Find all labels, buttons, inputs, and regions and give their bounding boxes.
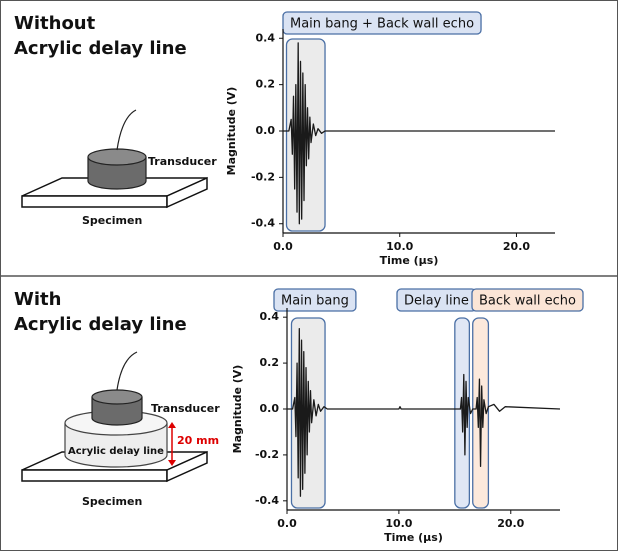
heading: Acrylic delay line	[14, 314, 187, 335]
annotation-label: Main bang + Back wall echo	[290, 17, 474, 32]
specimen-label: Specimen	[82, 495, 142, 508]
specimen-label: Specimen	[82, 214, 142, 227]
annotation-box	[471, 288, 584, 312]
y-tick-label: -0.4	[255, 494, 279, 507]
heading: Without	[14, 13, 96, 34]
annotation-region	[472, 317, 490, 509]
transducer	[91, 351, 143, 426]
transducer-label: Transducer	[148, 155, 217, 168]
y-tick-label: 0.4	[256, 31, 276, 44]
thickness-arrow	[168, 422, 176, 466]
heading: With	[14, 289, 61, 310]
y-tick-label: 0.0	[256, 124, 276, 137]
x-tick-label: 0.0	[277, 517, 297, 530]
y-axis-title: Magnitude (V)	[225, 87, 238, 176]
delay-line-label: Acrylic delay line	[68, 446, 164, 457]
heading: Acrylic delay line	[14, 38, 187, 59]
x-tick-label: 20.0	[503, 240, 530, 253]
x-axis-title: Time (μs)	[380, 254, 439, 267]
y-tick-label: 0.4	[260, 310, 280, 323]
x-axis-title: Time (μs)	[384, 531, 443, 544]
thickness-label: 20 mm	[177, 434, 219, 447]
transducer	[87, 109, 147, 190]
x-tick-label: 10.0	[385, 517, 412, 530]
waveform	[283, 42, 555, 225]
annotation-label: Main bang	[281, 294, 349, 309]
y-tick-label: 0.2	[260, 356, 280, 369]
x-tick-label: 10.0	[386, 240, 413, 253]
y-tick-label: -0.2	[251, 170, 275, 183]
transducer-label: Transducer	[151, 402, 220, 415]
x-tick-label: 0.0	[273, 240, 293, 253]
y-tick-label: -0.2	[255, 448, 279, 461]
annotation-label: Back wall echo	[479, 294, 576, 309]
y-tick-label: 0.0	[260, 402, 280, 415]
annotation-box	[282, 11, 482, 35]
annotation-label: Delay line	[404, 294, 469, 309]
x-tick-label: 20.0	[497, 517, 524, 530]
y-tick-label: 0.2	[256, 78, 276, 91]
y-tick-label: -0.4	[251, 217, 275, 230]
y-axis-title: Magnitude (V)	[231, 365, 244, 454]
waveform	[287, 328, 561, 497]
annotation-box	[273, 288, 357, 312]
